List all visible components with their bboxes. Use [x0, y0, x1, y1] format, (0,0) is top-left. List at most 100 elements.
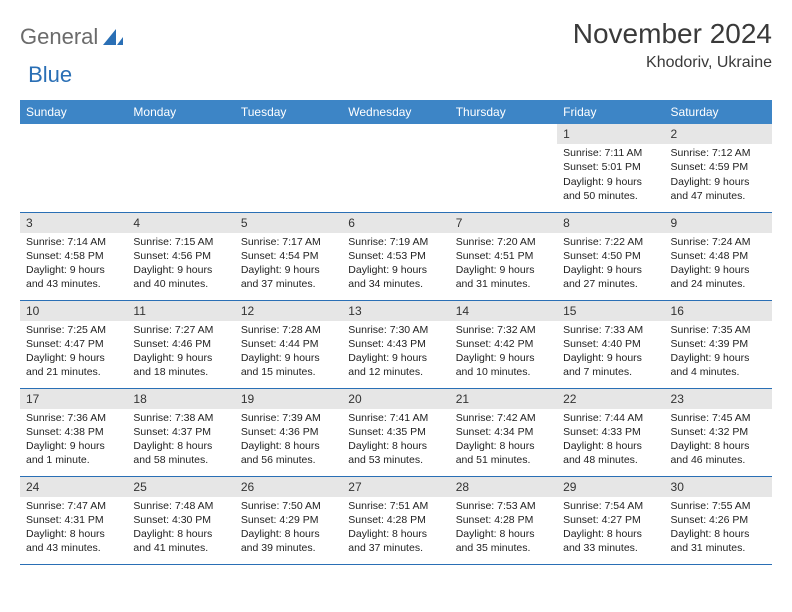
sunset-text: Sunset: 4:56 PM	[133, 249, 228, 263]
daylight-text: Daylight: 9 hours and 27 minutes.	[563, 263, 658, 291]
day-details: Sunrise: 7:38 AMSunset: 4:37 PMDaylight:…	[127, 409, 234, 472]
sunset-text: Sunset: 4:28 PM	[348, 513, 443, 527]
day-details: Sunrise: 7:39 AMSunset: 4:36 PMDaylight:…	[235, 409, 342, 472]
calendar-cell: 3Sunrise: 7:14 AMSunset: 4:58 PMDaylight…	[20, 212, 127, 300]
sunrise-text: Sunrise: 7:30 AM	[348, 323, 443, 337]
sunset-text: Sunset: 4:29 PM	[241, 513, 336, 527]
day-number: 30	[665, 477, 772, 497]
sunset-text: Sunset: 4:53 PM	[348, 249, 443, 263]
sunset-text: Sunset: 4:42 PM	[456, 337, 551, 351]
sunrise-text: Sunrise: 7:39 AM	[241, 411, 336, 425]
day-details: Sunrise: 7:19 AMSunset: 4:53 PMDaylight:…	[342, 233, 449, 296]
brand-name-2: Blue	[28, 62, 72, 88]
day-number: 11	[127, 301, 234, 321]
sunrise-text: Sunrise: 7:20 AM	[456, 235, 551, 249]
day-details: Sunrise: 7:32 AMSunset: 4:42 PMDaylight:…	[450, 321, 557, 384]
day-number: 5	[235, 213, 342, 233]
day-details: Sunrise: 7:35 AMSunset: 4:39 PMDaylight:…	[665, 321, 772, 384]
day-number: 9	[665, 213, 772, 233]
daylight-text: Daylight: 9 hours and 1 minute.	[26, 439, 121, 467]
day-details: Sunrise: 7:53 AMSunset: 4:28 PMDaylight:…	[450, 497, 557, 560]
sunrise-text: Sunrise: 7:51 AM	[348, 499, 443, 513]
sunset-text: Sunset: 4:44 PM	[241, 337, 336, 351]
sunset-text: Sunset: 4:48 PM	[671, 249, 766, 263]
brand-logo: General	[20, 18, 125, 50]
daylight-text: Daylight: 9 hours and 34 minutes.	[348, 263, 443, 291]
calendar-cell	[20, 124, 127, 212]
day-number: 2	[665, 124, 772, 144]
calendar-cell: 19Sunrise: 7:39 AMSunset: 4:36 PMDayligh…	[235, 388, 342, 476]
day-details: Sunrise: 7:11 AMSunset: 5:01 PMDaylight:…	[557, 144, 664, 207]
day-number: 26	[235, 477, 342, 497]
day-number: 8	[557, 213, 664, 233]
day-number: 1	[557, 124, 664, 144]
month-title: November 2024	[573, 18, 772, 50]
sunrise-text: Sunrise: 7:41 AM	[348, 411, 443, 425]
calendar-cell	[450, 124, 557, 212]
calendar-cell: 27Sunrise: 7:51 AMSunset: 4:28 PMDayligh…	[342, 476, 449, 564]
sunset-text: Sunset: 4:39 PM	[671, 337, 766, 351]
calendar-cell: 20Sunrise: 7:41 AMSunset: 4:35 PMDayligh…	[342, 388, 449, 476]
sunrise-text: Sunrise: 7:19 AM	[348, 235, 443, 249]
sunrise-text: Sunrise: 7:32 AM	[456, 323, 551, 337]
daylight-text: Daylight: 8 hours and 53 minutes.	[348, 439, 443, 467]
day-details: Sunrise: 7:25 AMSunset: 4:47 PMDaylight:…	[20, 321, 127, 384]
day-details: Sunrise: 7:42 AMSunset: 4:34 PMDaylight:…	[450, 409, 557, 472]
location: Khodoriv, Ukraine	[573, 54, 772, 72]
sunset-text: Sunset: 4:59 PM	[671, 160, 766, 174]
day-number: 14	[450, 301, 557, 321]
day-number: 19	[235, 389, 342, 409]
daylight-text: Daylight: 8 hours and 43 minutes.	[26, 527, 121, 555]
calendar-week-row: 1Sunrise: 7:11 AMSunset: 5:01 PMDaylight…	[20, 124, 772, 212]
calendar-cell: 23Sunrise: 7:45 AMSunset: 4:32 PMDayligh…	[665, 388, 772, 476]
day-details: Sunrise: 7:28 AMSunset: 4:44 PMDaylight:…	[235, 321, 342, 384]
calendar-cell: 2Sunrise: 7:12 AMSunset: 4:59 PMDaylight…	[665, 124, 772, 212]
day-number: 10	[20, 301, 127, 321]
calendar-cell: 28Sunrise: 7:53 AMSunset: 4:28 PMDayligh…	[450, 476, 557, 564]
day-number: 24	[20, 477, 127, 497]
sunrise-text: Sunrise: 7:28 AM	[241, 323, 336, 337]
sunrise-text: Sunrise: 7:27 AM	[133, 323, 228, 337]
daylight-text: Daylight: 8 hours and 33 minutes.	[563, 527, 658, 555]
calendar-cell: 14Sunrise: 7:32 AMSunset: 4:42 PMDayligh…	[450, 300, 557, 388]
sunrise-text: Sunrise: 7:53 AM	[456, 499, 551, 513]
daylight-text: Daylight: 8 hours and 37 minutes.	[348, 527, 443, 555]
calendar-week-row: 17Sunrise: 7:36 AMSunset: 4:38 PMDayligh…	[20, 388, 772, 476]
daylight-text: Daylight: 8 hours and 58 minutes.	[133, 439, 228, 467]
calendar-cell: 8Sunrise: 7:22 AMSunset: 4:50 PMDaylight…	[557, 212, 664, 300]
sunset-text: Sunset: 4:54 PM	[241, 249, 336, 263]
day-number: 13	[342, 301, 449, 321]
weekday-header: Wednesday	[342, 100, 449, 124]
sunset-text: Sunset: 4:38 PM	[26, 425, 121, 439]
sunrise-text: Sunrise: 7:33 AM	[563, 323, 658, 337]
calendar-table: SundayMondayTuesdayWednesdayThursdayFrid…	[20, 100, 772, 565]
sunrise-text: Sunrise: 7:45 AM	[671, 411, 766, 425]
day-number: 17	[20, 389, 127, 409]
day-number: 20	[342, 389, 449, 409]
calendar-cell	[342, 124, 449, 212]
sunset-text: Sunset: 4:46 PM	[133, 337, 228, 351]
daylight-text: Daylight: 9 hours and 21 minutes.	[26, 351, 121, 379]
weekday-header: Tuesday	[235, 100, 342, 124]
day-number: 21	[450, 389, 557, 409]
day-details: Sunrise: 7:45 AMSunset: 4:32 PMDaylight:…	[665, 409, 772, 472]
calendar-cell: 29Sunrise: 7:54 AMSunset: 4:27 PMDayligh…	[557, 476, 664, 564]
calendar-cell	[235, 124, 342, 212]
day-details: Sunrise: 7:48 AMSunset: 4:30 PMDaylight:…	[127, 497, 234, 560]
day-number: 16	[665, 301, 772, 321]
calendar-cell: 21Sunrise: 7:42 AMSunset: 4:34 PMDayligh…	[450, 388, 557, 476]
daylight-text: Daylight: 8 hours and 51 minutes.	[456, 439, 551, 467]
sunrise-text: Sunrise: 7:25 AM	[26, 323, 121, 337]
daylight-text: Daylight: 9 hours and 12 minutes.	[348, 351, 443, 379]
daylight-text: Daylight: 9 hours and 15 minutes.	[241, 351, 336, 379]
day-details: Sunrise: 7:47 AMSunset: 4:31 PMDaylight:…	[20, 497, 127, 560]
daylight-text: Daylight: 9 hours and 43 minutes.	[26, 263, 121, 291]
weekday-header: Thursday	[450, 100, 557, 124]
day-details: Sunrise: 7:54 AMSunset: 4:27 PMDaylight:…	[557, 497, 664, 560]
day-details: Sunrise: 7:50 AMSunset: 4:29 PMDaylight:…	[235, 497, 342, 560]
sunset-text: Sunset: 4:30 PM	[133, 513, 228, 527]
sunset-text: Sunset: 4:37 PM	[133, 425, 228, 439]
calendar-cell: 15Sunrise: 7:33 AMSunset: 4:40 PMDayligh…	[557, 300, 664, 388]
day-number: 18	[127, 389, 234, 409]
day-details: Sunrise: 7:22 AMSunset: 4:50 PMDaylight:…	[557, 233, 664, 296]
